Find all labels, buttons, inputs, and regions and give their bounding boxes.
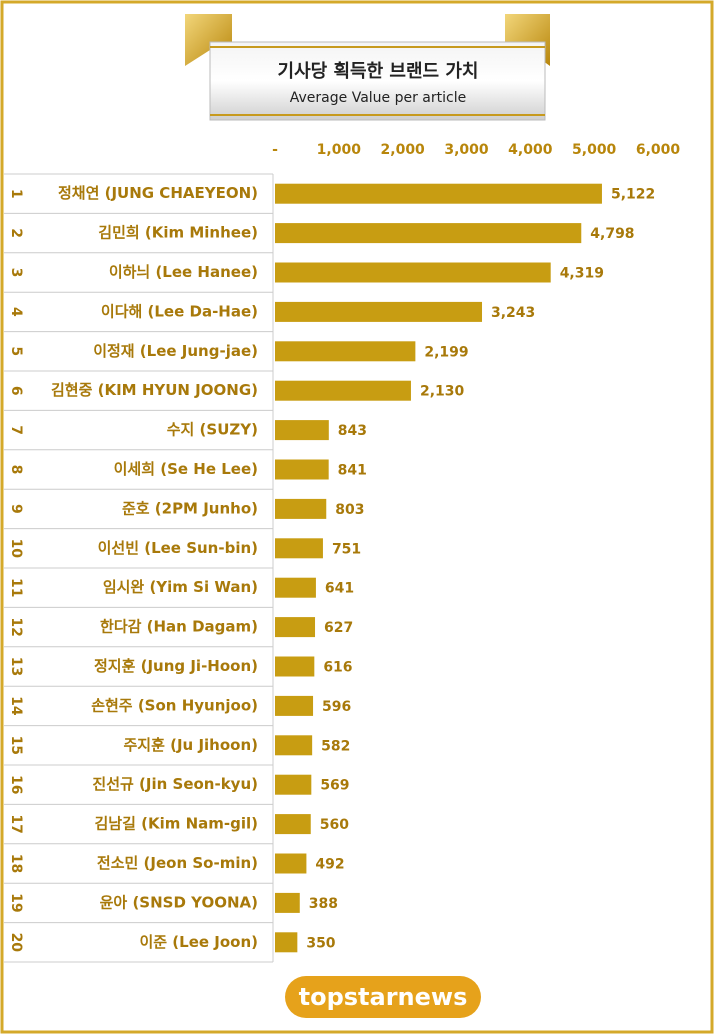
value-label: 2,130 xyxy=(420,384,465,400)
rank-label: 13 xyxy=(8,657,24,676)
chart-title: 기사당 획득한 브랜드 가치 xyxy=(278,61,479,82)
rank-label: 19 xyxy=(8,893,24,912)
y-tick-label: 손현주 (Son Hyunjoo) xyxy=(91,696,258,714)
x-tick-label: 4,000 xyxy=(508,142,553,158)
y-tick-label: 김현중 (KIM HYUN JOONG) xyxy=(51,381,258,399)
bar xyxy=(275,380,411,401)
y-tick-label: 이하늬 (Lee Hanee) xyxy=(109,263,258,281)
bar xyxy=(275,341,416,362)
value-label: 560 xyxy=(320,817,349,833)
rank-label: 3 xyxy=(8,268,24,278)
bar xyxy=(275,577,316,598)
bar xyxy=(275,183,602,204)
x-tick-label: 3,000 xyxy=(444,142,489,158)
rank-label: 6 xyxy=(8,386,24,396)
value-label: 569 xyxy=(320,778,349,794)
value-label: 751 xyxy=(332,541,361,557)
rank-label: 12 xyxy=(8,617,24,636)
y-tick-label: 준호 (2PM Junho) xyxy=(122,499,258,517)
value-label: 843 xyxy=(338,423,367,439)
value-label: 803 xyxy=(335,502,364,518)
logo: topstarnews xyxy=(299,983,468,1011)
value-label: 388 xyxy=(309,896,338,912)
x-tick-label: 5,000 xyxy=(572,142,617,158)
x-tick-label: 1,000 xyxy=(317,142,362,158)
y-tick-label: 이정재 (Lee Jung-jae) xyxy=(93,342,258,360)
value-label: 627 xyxy=(324,620,353,636)
y-tick-label: 김민희 (Kim Minhee) xyxy=(98,224,258,242)
rank-label: 17 xyxy=(8,814,24,833)
bar xyxy=(275,538,323,559)
y-tick-label: 진선규 (Jin Seon-kyu) xyxy=(92,775,258,793)
y-tick-label: 전소민 (Jeon So-min) xyxy=(97,854,258,872)
y-tick-label: 이세희 (Se He Lee) xyxy=(114,460,258,478)
chart-subtitle: Average Value per article xyxy=(290,90,466,106)
y-tick-label: 수지 (SUZY) xyxy=(167,421,258,439)
rank-label: 9 xyxy=(8,504,24,514)
value-label: 596 xyxy=(322,699,351,715)
bar xyxy=(275,695,314,716)
bar xyxy=(275,814,311,835)
rank-label: 18 xyxy=(8,854,24,873)
value-label: 841 xyxy=(338,463,367,479)
rank-label: 1 xyxy=(8,189,24,199)
bar xyxy=(275,656,315,677)
y-tick-label: 한다감 (Han Dagam) xyxy=(100,618,258,636)
y-tick-label: 주지훈 (Ju Jihoon) xyxy=(123,736,258,754)
value-label: 641 xyxy=(325,581,354,597)
value-label: 2,199 xyxy=(424,344,468,360)
rank-label: 2 xyxy=(8,228,24,238)
y-tick-label: 이다해 (Lee Da-Hae) xyxy=(101,302,258,320)
rank-label: 5 xyxy=(8,346,24,356)
bar xyxy=(275,262,551,283)
x-tick-label: - xyxy=(272,142,278,158)
bar xyxy=(275,459,329,480)
bar xyxy=(275,735,313,756)
x-tick-label: 6,000 xyxy=(636,142,681,158)
rank-label: 4 xyxy=(8,307,24,317)
rank-label: 11 xyxy=(8,578,24,597)
rank-label: 14 xyxy=(8,696,24,716)
bar xyxy=(275,853,307,874)
y-tick-label: 김남길 (Kim Nam-gil) xyxy=(94,815,258,833)
value-label: 616 xyxy=(323,660,352,676)
y-tick-label: 윤아 (SNSD YOONA) xyxy=(100,893,258,911)
value-label: 350 xyxy=(306,935,335,951)
x-tick-label: 2,000 xyxy=(381,142,426,158)
bar xyxy=(275,617,316,638)
y-tick-label: 이선빈 (Lee Sun-bin) xyxy=(98,539,258,557)
y-tick-label: 이준 (Lee Joon) xyxy=(139,933,258,951)
y-tick-label: 임시완 (Yim Si Wan) xyxy=(103,578,258,596)
logo-badge xyxy=(285,976,481,1018)
bar xyxy=(275,498,327,519)
rank-label: 7 xyxy=(8,425,24,435)
value-label: 4,319 xyxy=(560,266,604,282)
rank-label: 10 xyxy=(8,539,24,559)
y-tick-label: 정지훈 (Jung Ji-Hoon) xyxy=(94,657,258,675)
value-label: 4,798 xyxy=(590,226,634,242)
rank-label: 20 xyxy=(8,933,24,953)
value-label: 5,122 xyxy=(611,187,655,203)
rank-label: 15 xyxy=(8,736,24,755)
ribbon xyxy=(185,14,550,121)
bar xyxy=(275,223,582,244)
value-label: 3,243 xyxy=(491,305,535,321)
bar xyxy=(275,932,298,953)
bar xyxy=(275,420,329,441)
y-tick-label: 정채연 (JUNG CHAEYEON) xyxy=(58,184,258,202)
bar xyxy=(275,301,483,322)
bar xyxy=(275,892,300,913)
value-label: 492 xyxy=(315,857,344,873)
bar xyxy=(275,774,312,795)
rank-label: 16 xyxy=(8,775,24,794)
rank-label: 8 xyxy=(8,465,24,475)
value-label: 582 xyxy=(321,738,350,754)
